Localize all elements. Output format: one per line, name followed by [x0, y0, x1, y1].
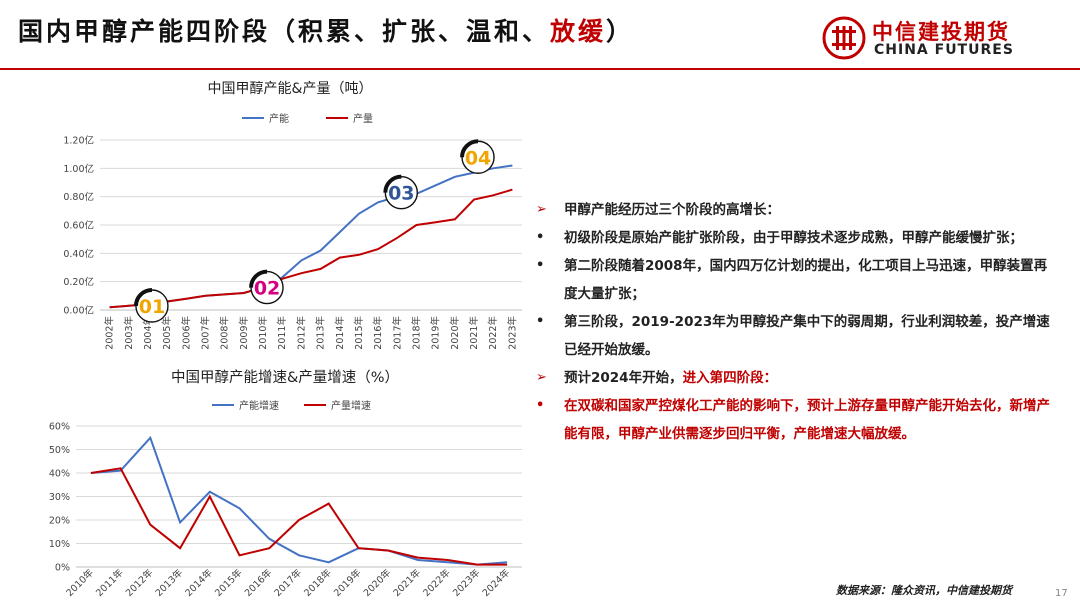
x-tick-label: 2012年 [295, 316, 307, 350]
stage-marker-label-2: 02 [254, 278, 280, 300]
chart-title: 中国甲醇产能增速&产量增速（%） [171, 369, 399, 386]
legend-label-0: 产能 [269, 112, 289, 125]
x-tick-label: 2022年 [420, 566, 453, 599]
x-tick-label: 2013年 [315, 316, 327, 350]
stage-marker-arc-3 [383, 174, 402, 193]
x-tick-label: 2016年 [372, 316, 384, 350]
series-line-0 [90, 435, 508, 566]
x-tick-label: 2002年 [104, 316, 116, 350]
x-tick-label: 2020年 [361, 566, 394, 599]
legend-label-0: 产能增速 [239, 399, 279, 412]
x-tick-label: 2009年 [238, 316, 250, 350]
series-line-1 [90, 467, 508, 566]
x-tick-label: 2018年 [411, 316, 423, 350]
x-tick-label: 2017年 [272, 566, 305, 599]
data-source: 数据来源：隆众资讯，中信建投期货 [836, 584, 1012, 597]
stage-marker-arc-2 [249, 269, 268, 288]
x-tick-label: 2023年 [506, 316, 518, 350]
y-tick-label: 0.80亿 [63, 191, 94, 203]
x-tick-label: 2014年 [183, 566, 216, 599]
dot-bullet-icon: • [536, 314, 545, 329]
header-divider [0, 68, 1080, 70]
x-tick-label: 2014年 [334, 316, 346, 350]
x-tick-label: 2017年 [391, 316, 403, 350]
y-tick-label: 40% [49, 469, 70, 480]
logo-text-en: CHINA FUTURES [874, 42, 1014, 58]
citic-logo-icon [822, 16, 866, 60]
dot-bullet-icon: • [536, 258, 545, 273]
y-tick-label: 1.20亿 [63, 135, 94, 147]
bullet-item: • 第三阶段，2019-2023年为甲醇投产集中下的弱周期，行业利润较差，投产增速… [534, 308, 1060, 364]
bullet-text: 在双碳和国家严控煤化工产能的影响下，预计上游存量甲醇产能开始去化，新增产能有限，… [564, 398, 1050, 442]
y-tick-label: 20% [49, 516, 70, 527]
x-tick-label: 2005年 [161, 316, 173, 350]
stage-marker-label-1: 01 [139, 296, 165, 318]
bullet-text: 初级阶段是原始产能扩张阶段，由于甲醇技术逐步成熟，甲醇产能缓慢扩张； [564, 230, 1023, 246]
page-number: 17 [1055, 588, 1068, 599]
x-tick-label: 2022年 [487, 316, 499, 350]
x-tick-label: 2023年 [450, 566, 483, 599]
stage-marker-label-4: 04 [465, 147, 491, 169]
y-tick-label: 30% [49, 492, 70, 503]
y-tick-label: 60% [49, 422, 70, 433]
growth-rate-chart: 中国甲醇产能增速&产量增速（%） 产能增速 产量增速 0% 10% 20% 30% 40% 50… [49, 369, 522, 599]
stage-marker-label-3: 03 [388, 183, 414, 205]
y-tick-label: 10% [49, 539, 70, 550]
x-tick-label: 2015年 [212, 566, 245, 599]
page-title: 国内甲醇产能四阶段（积累、扩张、温和、放缓） [18, 17, 635, 46]
x-tick-label: 2007年 [200, 316, 212, 350]
y-tick-label: 0% [55, 563, 70, 574]
bullet-item: • 在双碳和国家严控煤化工产能的影响下，预计上游存量甲醇产能开始去化，新增产能有限… [534, 392, 1060, 448]
x-tick-label: 2013年 [153, 566, 186, 599]
capacity-output-chart: 中国甲醇产能&产量（吨） 产能 产量 0.00亿 0.20亿 0.40亿 0.60亿 0.80… [63, 80, 522, 350]
x-tick-label: 2004年 [142, 316, 154, 350]
y-tick-label: 0.00亿 [63, 305, 94, 317]
x-tick-label: 2012年 [123, 566, 156, 599]
arrow-bullet-icon: ➢ [536, 202, 547, 217]
chart-title: 中国甲醇产能&产量（吨） [208, 80, 373, 97]
x-tick-label: 2010年 [257, 316, 269, 350]
x-tick-label: 2015年 [353, 316, 365, 350]
x-tick-label: 2021年 [468, 316, 480, 350]
series-line-1 [109, 188, 513, 309]
bullet-text: 第二阶段随着2008年，国内四万亿计划的提出，化工项目上马迅速，甲醇装置再度大量… [564, 258, 1048, 302]
bullet-text: 第三阶段，2019-2023年为甲醇投产集中下的弱周期，行业利润较差，投产增速已… [564, 314, 1050, 358]
analysis-bullets: ➢ 甲醇产能经历过三个阶段的高增长： • 初级阶段是原始产能扩张阶段，由于甲醇技术逐步… [534, 196, 1060, 448]
legend-label-1: 产量增速 [331, 399, 371, 412]
y-tick-label: 0.20亿 [63, 276, 94, 288]
x-tick-label: 2024年 [480, 566, 513, 599]
dot-bullet-icon: • [536, 230, 545, 245]
x-tick-label: 2021年 [391, 566, 424, 599]
x-tick-label: 2019年 [430, 316, 442, 350]
bullet-item: ➢ 预计2024年开始，进入第四阶段： [534, 364, 1060, 392]
x-tick-label: 2016年 [242, 566, 275, 599]
x-tick-label: 2011年 [276, 316, 288, 350]
arrow-bullet-icon: ➢ [536, 370, 547, 385]
x-tick-label: 2019年 [331, 566, 364, 599]
legend-label-1: 产量 [353, 112, 373, 125]
x-tick-label: 2011年 [93, 566, 126, 599]
y-tick-label: 1.00亿 [63, 163, 94, 175]
stage-marker-arc-1 [133, 288, 153, 307]
bullet-item: ➢ 甲醇产能经历过三个阶段的高增长： [534, 196, 1060, 224]
x-tick-label: 2008年 [219, 316, 231, 350]
x-tick-label: 2006年 [180, 316, 192, 350]
x-tick-label: 2018年 [302, 566, 335, 599]
bullet-text: 预计2024年开始， [564, 370, 683, 386]
logo: 中信建投期货 CHINA FUTURES [822, 14, 1072, 62]
y-tick-label: 50% [49, 445, 70, 456]
dot-bullet-icon: • [536, 398, 545, 413]
x-tick-label: 2003年 [123, 316, 135, 350]
stage-marker-arc-4 [460, 139, 479, 158]
bullet-item: • 初级阶段是原始产能扩张阶段，由于甲醇技术逐步成熟，甲醇产能缓慢扩张； [534, 224, 1060, 252]
bullet-item: • 第二阶段随着2008年，国内四万亿计划的提出，化工项目上马迅速，甲醇装置再度大… [534, 252, 1060, 308]
x-tick-label: 2020年 [449, 316, 461, 350]
bullet-text: 甲醇产能经历过三个阶段的高增长： [564, 202, 780, 218]
bullet-text-accent: 进入第四阶段： [682, 370, 778, 386]
logo-text-cn: 中信建投期货 [872, 20, 1010, 44]
y-tick-label: 0.40亿 [63, 248, 94, 260]
y-tick-label: 0.60亿 [63, 220, 94, 232]
